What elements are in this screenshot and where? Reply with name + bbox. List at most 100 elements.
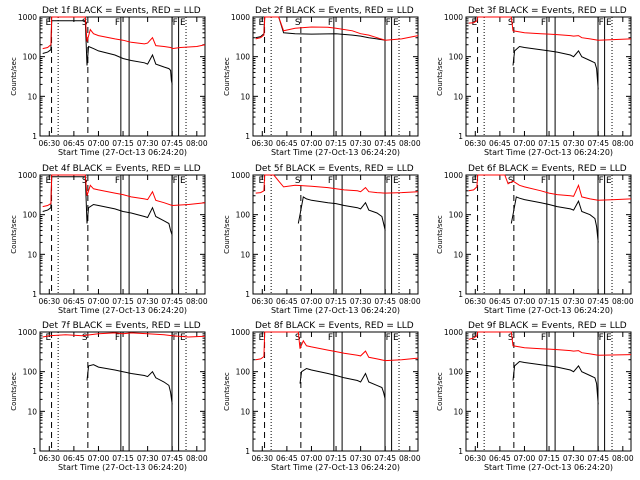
marker-label: F bbox=[173, 333, 178, 343]
x-tick-label: 08:00 bbox=[186, 139, 208, 148]
x-tick-label: 07:15 bbox=[325, 454, 347, 463]
series-line-events bbox=[255, 16, 386, 41]
panel-title: Det 9f BLACK = Events, RED = LLD bbox=[468, 321, 627, 331]
series-line-lld bbox=[255, 174, 419, 194]
marker-label: F bbox=[386, 176, 391, 186]
y-tick-label: 1000 bbox=[18, 171, 37, 180]
y-tick-label: 100 bbox=[449, 368, 464, 377]
x-tick-label: 07:00 bbox=[514, 139, 536, 148]
x-axis-label: Start Time (27-Oct-13 06:24:20) bbox=[484, 148, 613, 157]
x-tick-label: 06:30 bbox=[464, 139, 486, 148]
plot-frame bbox=[252, 174, 419, 295]
x-tick-label: 07:30 bbox=[350, 454, 372, 463]
y-tick-label: 1 bbox=[458, 290, 463, 299]
x-tick-label: 07:45 bbox=[374, 297, 396, 306]
marker-label: F bbox=[328, 176, 333, 186]
marker-label: F bbox=[173, 176, 178, 186]
x-tick-label: 07:30 bbox=[563, 297, 585, 306]
x-axis-label: Start Time (27-Oct-13 06:24:20) bbox=[58, 306, 187, 315]
x-tick-label: 07:15 bbox=[538, 454, 560, 463]
marker-label: E bbox=[180, 18, 186, 28]
plot-frame bbox=[39, 331, 206, 452]
x-tick-label: 07:15 bbox=[538, 297, 560, 306]
x-tick-label: 07:00 bbox=[301, 297, 323, 306]
y-tick-label: 100 bbox=[236, 211, 251, 220]
y-tick-label: 100 bbox=[23, 53, 38, 62]
y-tick-label: 10 bbox=[240, 92, 250, 101]
marker-label: S bbox=[508, 333, 514, 343]
y-tick-label: 10 bbox=[27, 92, 37, 101]
x-tick-label: 07:15 bbox=[112, 454, 134, 463]
marker-label: S bbox=[295, 333, 301, 343]
y-tick-label: 1000 bbox=[18, 328, 37, 337]
x-tick-label: 06:30 bbox=[38, 139, 60, 148]
marker-label: F bbox=[541, 18, 546, 28]
marker-label: E bbox=[259, 176, 265, 186]
marker-label: E bbox=[46, 333, 52, 343]
marker-label: F bbox=[541, 333, 546, 343]
x-tick-label: 08:00 bbox=[399, 139, 421, 148]
y-tick-label: 100 bbox=[23, 211, 38, 220]
series-line-lld bbox=[468, 174, 632, 201]
y-axis-label: Counts/sec bbox=[10, 215, 18, 254]
series-line-events bbox=[512, 45, 599, 90]
y-tick-label: 1000 bbox=[444, 171, 463, 180]
x-tick-label: 07:00 bbox=[301, 454, 323, 463]
x-tick-label: 06:45 bbox=[276, 139, 298, 148]
marker-label: F bbox=[173, 18, 178, 28]
series-line-lld bbox=[255, 331, 419, 362]
y-tick-label: 1000 bbox=[444, 328, 463, 337]
panel-8: Det 8f BLACK = Events, RED = LLD 1 10 100 10… bbox=[223, 321, 421, 472]
panel-title: Det 4f BLACK = Events, RED = LLD bbox=[42, 164, 201, 174]
x-tick-label: 08:00 bbox=[186, 297, 208, 306]
x-tick-label: 07:30 bbox=[563, 454, 585, 463]
panel-6: Det 6f BLACK = Events, RED = LLD 1 10 100 10… bbox=[436, 164, 634, 315]
y-tick-label: 1000 bbox=[444, 13, 463, 22]
x-tick-label: 07:15 bbox=[325, 139, 347, 148]
y-axis-label: Counts/sec bbox=[10, 57, 18, 96]
y-tick-label: 10 bbox=[27, 250, 37, 259]
y-axis-label: Counts/sec bbox=[436, 215, 444, 254]
marker-label: E bbox=[46, 176, 52, 186]
x-tick-label: 06:45 bbox=[489, 297, 511, 306]
series-line-lld bbox=[255, 16, 419, 41]
marker-label: E bbox=[259, 333, 265, 343]
y-tick-label: 1000 bbox=[18, 13, 37, 22]
x-tick-label: 06:45 bbox=[276, 297, 298, 306]
x-tick-label: 08:00 bbox=[612, 297, 634, 306]
panel-4: Det 4f BLACK = Events, RED = LLD 1 10 100 10… bbox=[10, 164, 208, 315]
series-line-lld bbox=[42, 174, 206, 208]
series-line-events bbox=[297, 196, 386, 231]
x-tick-label: 08:00 bbox=[399, 454, 421, 463]
y-tick-label: 1 bbox=[245, 447, 250, 456]
x-tick-label: 07:15 bbox=[112, 139, 134, 148]
x-tick-label: 07:45 bbox=[587, 297, 609, 306]
x-tick-label: 07:45 bbox=[161, 454, 183, 463]
marker-label: F bbox=[328, 18, 333, 28]
series-line-events bbox=[510, 196, 599, 243]
plot-frame bbox=[465, 331, 632, 452]
marker-label: F bbox=[115, 333, 120, 343]
y-tick-label: 1 bbox=[32, 447, 37, 456]
x-tick-label: 07:15 bbox=[112, 297, 134, 306]
x-tick-label: 06:45 bbox=[276, 454, 298, 463]
marker-label: E bbox=[472, 176, 478, 186]
x-tick-label: 07:00 bbox=[514, 454, 536, 463]
x-tick-label: 07:00 bbox=[514, 297, 536, 306]
plot-frame bbox=[39, 174, 206, 295]
series-line-lld bbox=[468, 331, 632, 356]
marker-label: F bbox=[599, 18, 604, 28]
x-tick-label: 07:45 bbox=[587, 139, 609, 148]
y-tick-label: 100 bbox=[449, 53, 464, 62]
series-line-events bbox=[512, 360, 599, 405]
x-axis-label: Start Time (27-Oct-13 06:24:20) bbox=[484, 463, 613, 472]
marker-label: F bbox=[115, 18, 120, 28]
x-tick-label: 06:45 bbox=[489, 139, 511, 148]
y-axis-label: Counts/sec bbox=[223, 372, 231, 411]
marker-label: E bbox=[393, 176, 399, 186]
x-tick-label: 07:30 bbox=[137, 297, 159, 306]
x-tick-label: 07:45 bbox=[161, 139, 183, 148]
series-line-events bbox=[86, 364, 173, 405]
y-tick-label: 100 bbox=[236, 53, 251, 62]
